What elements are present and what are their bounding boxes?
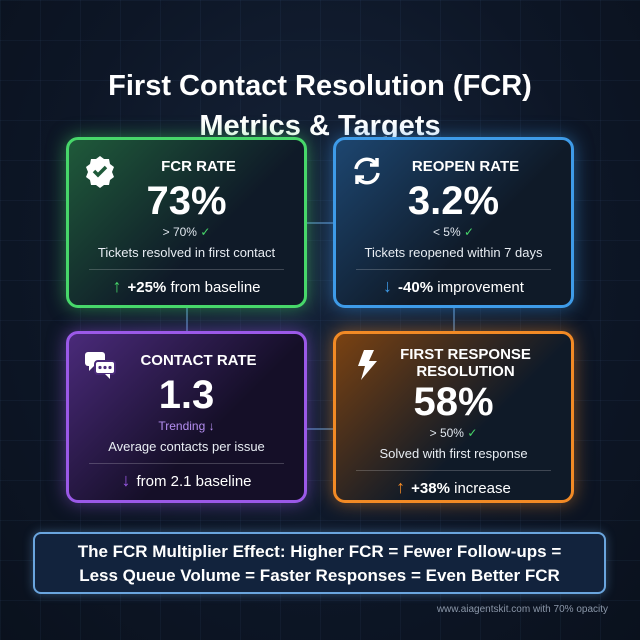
card-label: FIRST RESPONSE RESOLUTION (400, 346, 531, 380)
card-value: 58% (413, 380, 494, 424)
connector (186, 308, 188, 332)
trend-down-icon: ↓ (208, 419, 215, 433)
card-description: Tickets resolved in first contact (97, 245, 276, 260)
divider (356, 470, 551, 471)
check-icon: ✓ (463, 225, 475, 239)
card-label: CONTACT RATE (140, 352, 257, 369)
card-contact-rate: CONTACT RATE 1.3 Trending ↓ Average cont… (66, 331, 307, 503)
page-title: First Contact Resolution (FCR) Metrics & … (0, 66, 640, 146)
title-line-1: First Contact Resolution (FCR) (108, 70, 532, 102)
arrow-up-icon: ↑ (112, 276, 122, 296)
footer-watermark: www.aiagentskit.com with 70% opacity (436, 604, 608, 615)
card-change: ↓ -40% improvement (383, 276, 524, 296)
card-value: 3.2% (407, 179, 500, 223)
card-reopen-rate: REOPEN RATE 3.2% < 5% ✓ Tickets reopened… (333, 137, 574, 308)
card-target: > 70% ✓ (162, 225, 211, 239)
check-icon: ✓ (467, 426, 478, 440)
card-label: REOPEN RATE (411, 158, 520, 175)
card-target: > 50% ✓ (429, 426, 478, 440)
banner-line-1: The FCR Multiplier Effect: Higher FCR = … (77, 542, 562, 561)
divider (356, 269, 551, 270)
card-target: Trending ↓ (158, 419, 215, 433)
lightning-icon (350, 348, 384, 382)
card-change: ↑ +38% increase (396, 477, 511, 497)
chat-bubbles-icon (83, 348, 117, 382)
card-value: 1.3 (158, 373, 215, 417)
arrow-up-icon: ↑ (396, 477, 406, 497)
arrow-down-icon: ↓ (383, 276, 393, 296)
divider (89, 269, 284, 270)
card-description: Tickets reopened within 7 days (364, 245, 543, 260)
connector (306, 222, 334, 224)
card-fcr-rate: FCR RATE 73% > 70% ✓ Tickets resolved in… (66, 137, 307, 308)
card-description: Solved with first response (379, 446, 528, 461)
card-description: Average contacts per issue (108, 439, 265, 454)
connector (306, 428, 334, 430)
card-change: ↑ +25% from baseline (112, 276, 261, 296)
multiplier-banner: The FCR Multiplier Effect: Higher FCR = … (33, 532, 606, 594)
card-value: 73% (146, 179, 227, 223)
banner-line-2: Less Queue Volume = Faster Responses = E… (79, 566, 560, 585)
card-target: < 5% ✓ (432, 225, 475, 239)
card-change: ↓ from 2.1 baseline (121, 470, 252, 490)
divider (89, 463, 284, 464)
title-line-2: Metrics & Targets (199, 110, 441, 142)
verified-badge-icon (83, 154, 117, 188)
card-label: FCR RATE (161, 158, 236, 175)
check-icon: ✓ (200, 225, 211, 239)
refresh-icon (350, 154, 384, 188)
arrow-down-icon: ↓ (121, 470, 131, 490)
card-first-response-resolution: FIRST RESPONSE RESOLUTION 58% > 50% ✓ So… (333, 331, 574, 503)
connector (453, 308, 455, 332)
